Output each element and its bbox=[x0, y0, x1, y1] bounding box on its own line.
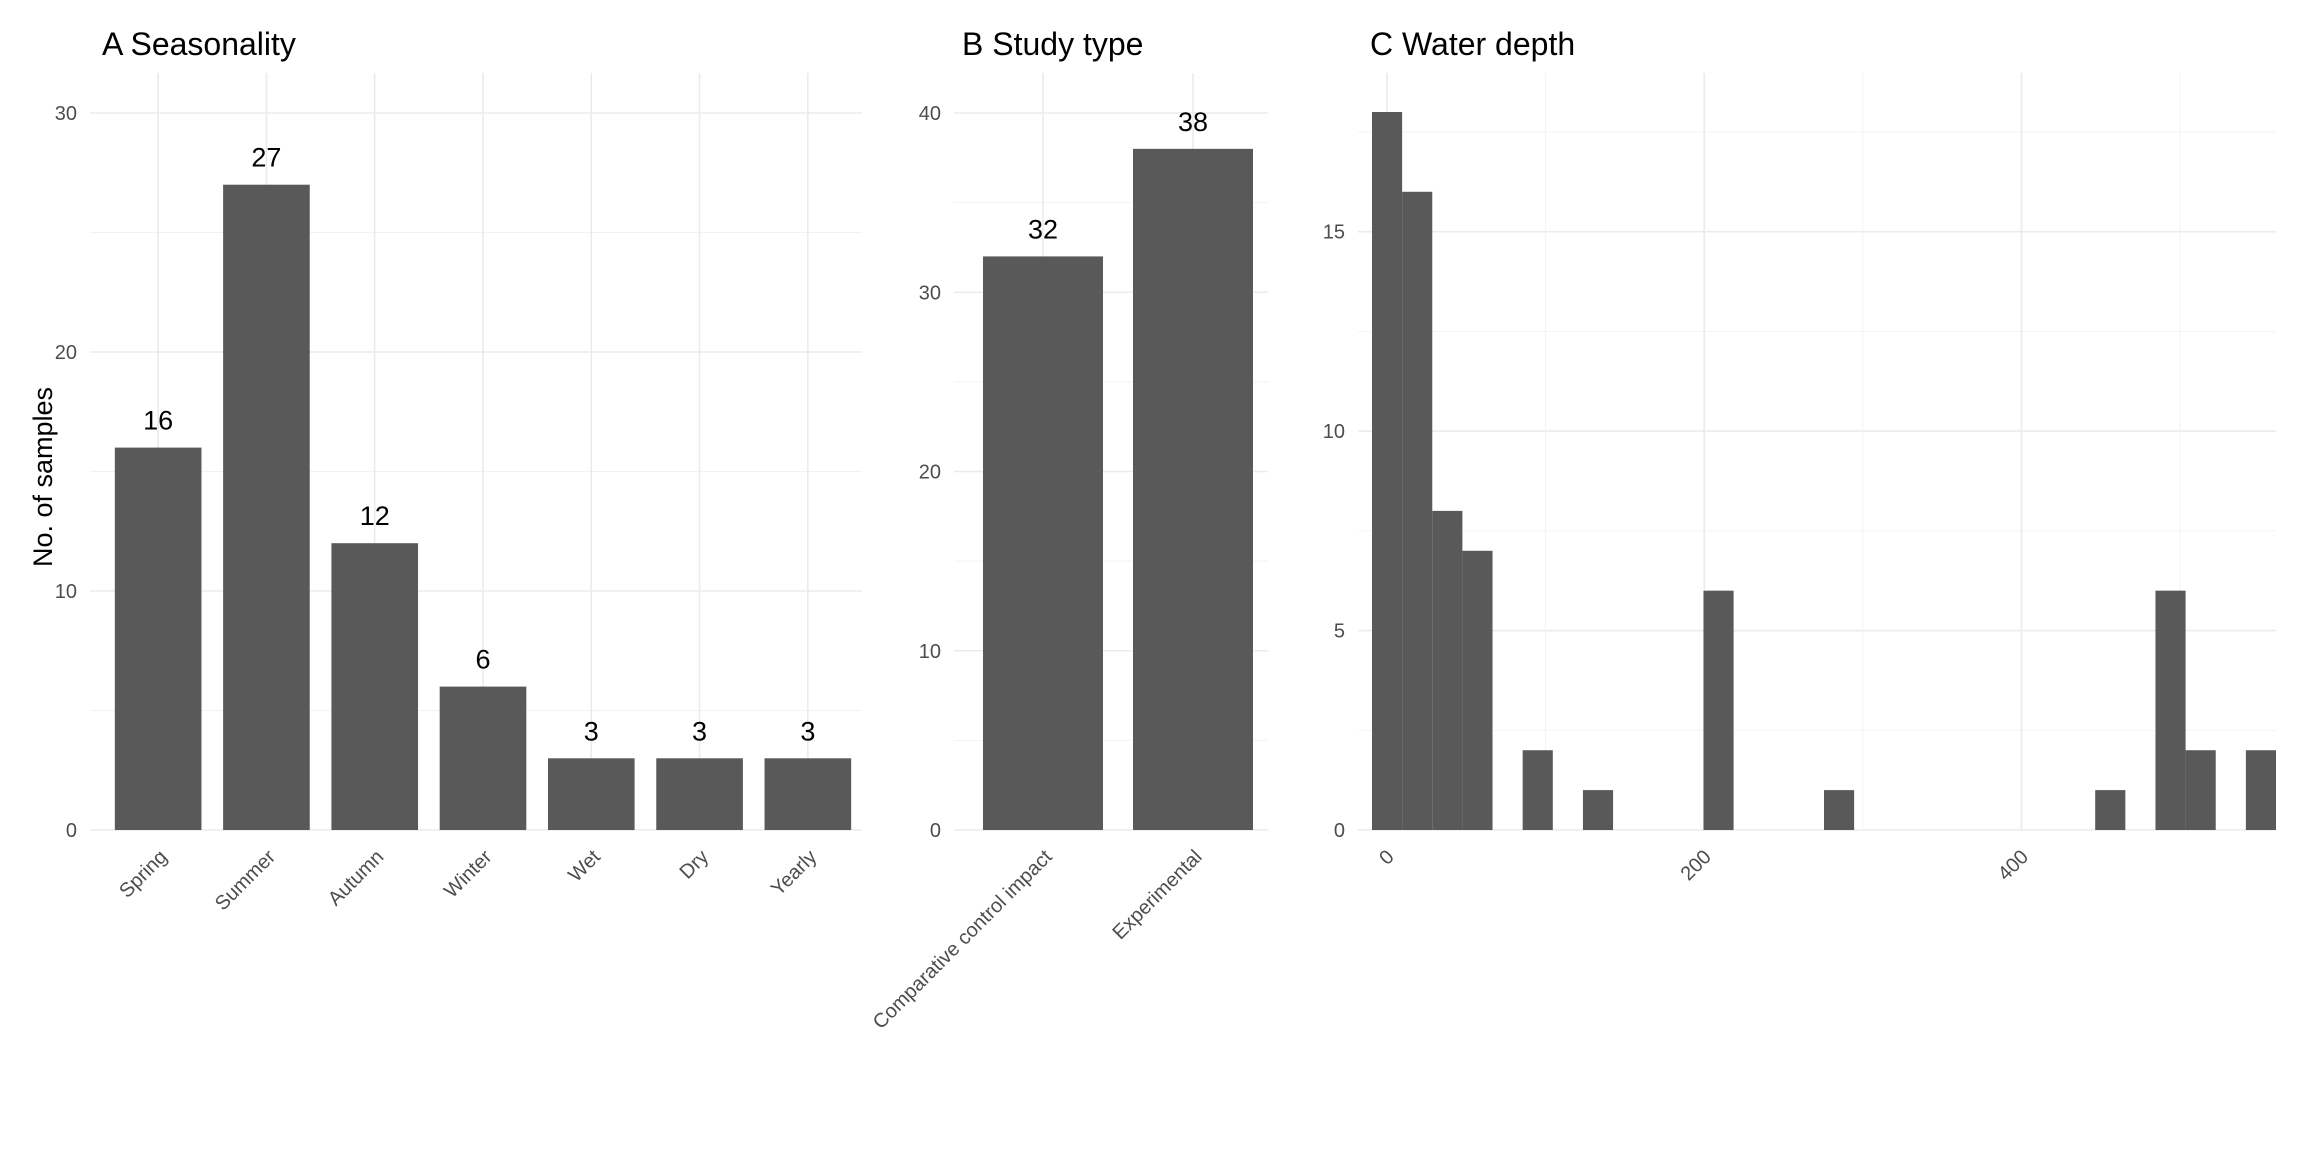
panel-b-y-tick-label: 10 bbox=[919, 641, 941, 663]
panel-c-histogram-bar bbox=[1582, 790, 1614, 830]
panel-a-data-label: 3 bbox=[584, 716, 599, 746]
panel-a-bar bbox=[331, 543, 419, 830]
panel-a-bars bbox=[114, 184, 852, 830]
panel-c-histogram-bar bbox=[2245, 750, 2276, 830]
panel-c-y-tick-label: 10 bbox=[1323, 421, 1345, 443]
panel-c-y-ticks: 0 5 10 15 bbox=[1323, 222, 1345, 842]
panel-a-bar bbox=[547, 758, 635, 830]
panel-c-y-tick-label: 5 bbox=[1334, 621, 1345, 643]
panel-c-histogram-bar bbox=[1432, 510, 1463, 830]
panel-a-title: A Seasonality bbox=[102, 26, 296, 62]
panel-a-data-label: 6 bbox=[475, 645, 490, 675]
panel-a-bar bbox=[223, 184, 310, 830]
panel-a-bar bbox=[656, 758, 743, 830]
panel-b-data-labels: 32 38 bbox=[1028, 107, 1208, 245]
panel-c-histogram-bar bbox=[2155, 590, 2186, 830]
panel-c-bars bbox=[1372, 112, 2276, 830]
panel-a-y-ticks: 0 10 20 30 bbox=[55, 103, 77, 842]
panel-a-data-label: 3 bbox=[692, 716, 707, 746]
panel-a-bar bbox=[114, 447, 202, 830]
panel-c-histogram-bar bbox=[1703, 590, 1734, 830]
panel-c-histogram-bar bbox=[2185, 750, 2216, 830]
panel-a-y-tick-label: 0 bbox=[66, 820, 77, 842]
panel-c-histogram-bar bbox=[2095, 790, 2126, 830]
y-axis-title: No. of samples bbox=[28, 387, 58, 567]
panel-a-data-label: 12 bbox=[360, 501, 390, 531]
panel-b-bar bbox=[1133, 148, 1253, 831]
panel-a-y-tick-label: 10 bbox=[55, 581, 77, 603]
panel-a-data-label: 27 bbox=[251, 143, 281, 173]
panel-b-y-ticks: 0 10 20 30 40 bbox=[919, 103, 941, 842]
panel-b-title: B Study type bbox=[962, 26, 1143, 62]
panel-b-data-label: 32 bbox=[1028, 214, 1058, 244]
panel-c-histogram-bar bbox=[1522, 750, 1553, 830]
panel-a-bar bbox=[764, 758, 852, 830]
panel-a-y-tick-label: 30 bbox=[55, 103, 77, 125]
panel-b-bar bbox=[983, 256, 1103, 830]
panel-c-histogram-bar bbox=[1462, 550, 1493, 830]
panel-c-histogram-bar bbox=[1372, 112, 1403, 830]
panel-b-y-tick-label: 30 bbox=[919, 282, 941, 304]
panel-b-bars bbox=[983, 148, 1253, 831]
panel-b-y-tick-label: 0 bbox=[930, 820, 941, 842]
panel-c-title: C Water depth bbox=[1370, 26, 1575, 62]
panel-c-histogram-bar bbox=[1402, 191, 1433, 830]
panel-a-data-labels: 16 27 12 6 3 3 3 bbox=[143, 143, 815, 747]
panel-a-bar bbox=[439, 686, 527, 830]
panel-a-data-label: 3 bbox=[800, 716, 815, 746]
panel-b-data-label: 38 bbox=[1178, 107, 1208, 137]
panel-c-histogram-bar bbox=[1824, 790, 1855, 830]
panel-c-y-tick-label: 0 bbox=[1334, 820, 1345, 842]
panel-a-y-tick-label: 20 bbox=[55, 342, 77, 364]
panel-a-data-label: 16 bbox=[143, 406, 173, 436]
panel-b-y-tick-label: 20 bbox=[919, 462, 941, 484]
panel-c-y-tick-label: 15 bbox=[1323, 222, 1345, 244]
panel-b-y-tick-label: 40 bbox=[919, 103, 941, 125]
